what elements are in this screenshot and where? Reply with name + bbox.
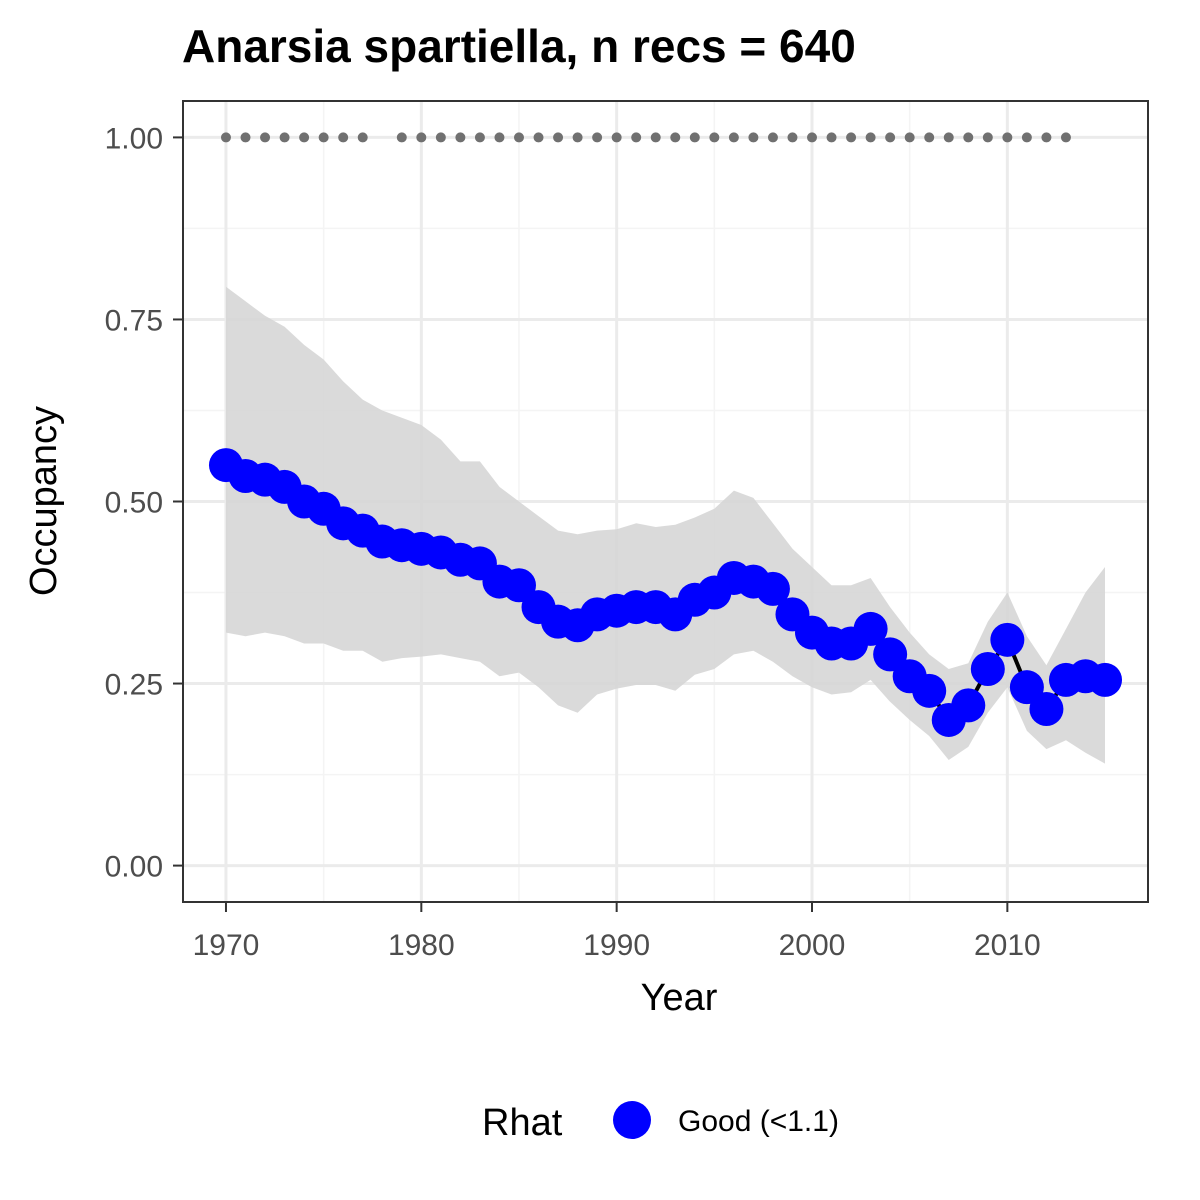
record-year-dot [943,132,954,143]
record-year-dot [826,132,837,143]
record-year-dot [846,132,857,143]
occupancy-point [873,637,908,672]
y-axis-label: Occupancy [23,406,65,596]
record-year-dot [982,132,993,143]
y-tick-label: 1.00 [105,122,163,155]
record-year-dot [611,132,622,143]
record-year-dot [572,132,583,143]
legend-label-good: Good (<1.1) [678,1105,839,1138]
record-year-dot [728,132,739,143]
record-year-dot [474,132,485,143]
record-year-dot [299,132,310,143]
occupancy-point [853,611,888,646]
record-year-dot [689,132,700,143]
axes: 1970 1980 1990 2000 2010 0.00 0.25 0.50 0.75 1.00 [105,122,1041,962]
record-year-dot [279,132,290,143]
points-layer [208,448,1123,737]
record-year-dot [865,132,876,143]
record-year-dot [513,132,524,143]
legend-key-good [613,1101,651,1139]
record-year-dot [924,132,935,143]
record-year-dot [1060,132,1071,143]
record-year-dot [807,132,818,143]
record-year-dot [904,132,915,143]
y-tick-label: 0.50 [105,487,163,520]
occupancy-point [990,622,1025,657]
occupancy-point [951,688,986,723]
occupancy-point [970,651,1005,686]
record-year-dot [767,132,778,143]
occupancy-point [1009,670,1044,705]
record-year-dot [416,132,427,143]
x-tick-label: 1970 [193,929,260,962]
record-year-dot [1041,132,1052,143]
record-year-dot [787,132,798,143]
record-year-dot [260,132,271,143]
record-year-dot [1021,132,1032,143]
record-year-dot [357,132,368,143]
occupancy-point [501,568,536,603]
record-year-dot [670,132,681,143]
x-tick-label: 1990 [583,929,650,962]
occupancy-point [912,673,947,708]
records-layer [220,132,1071,143]
record-year-dot [592,132,603,143]
record-year-dot [553,132,564,143]
record-year-dot [709,132,720,143]
record-year-dot [494,132,505,143]
x-axis-label: Year [641,977,718,1019]
record-year-dot [631,132,642,143]
x-tick-label: 1980 [388,929,455,962]
record-year-dot [533,132,544,143]
record-year-dot [748,132,759,143]
x-tick-label: 2000 [779,929,846,962]
occupancy-point [1088,662,1123,697]
record-year-dot [885,132,896,143]
record-year-dot [455,132,466,143]
record-year-dot [396,132,407,143]
record-year-dot [435,132,446,143]
occupancy-point [755,571,790,606]
y-tick-label: 0.75 [105,304,163,337]
record-year-dot [220,132,231,143]
record-year-dot [1002,132,1013,143]
y-tick-label: 0.25 [105,669,163,702]
legend-title: Rhat [482,1102,563,1144]
y-tick-label: 0.00 [105,851,163,884]
record-year-dot [240,132,251,143]
x-tick-label: 2010 [974,929,1041,962]
record-year-dot [338,132,349,143]
record-year-dot [963,132,974,143]
chart-title: Anarsia spartiella, n recs = 640 [182,20,856,72]
record-year-dot [650,132,661,143]
record-year-dot [318,132,329,143]
occupancy-point [1029,692,1064,727]
legend: Rhat Good (<1.1) [482,1101,839,1144]
